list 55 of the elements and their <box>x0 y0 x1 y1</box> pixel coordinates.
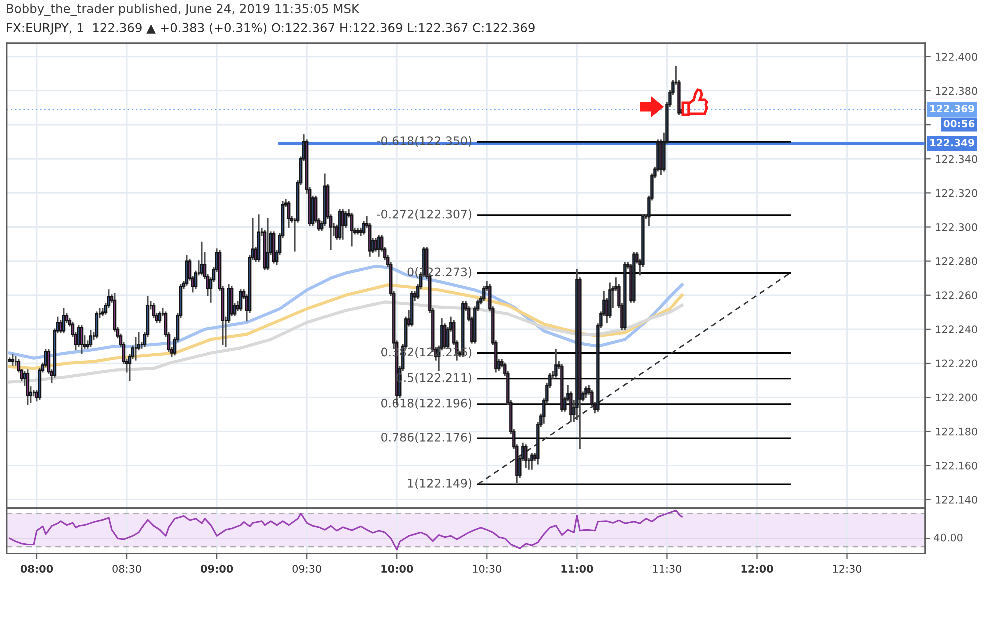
chart-title: Bobby_the_trader published, June 24, 2019 11:35:05 MSK <box>7 4 360 16</box>
candlestick <box>239 290 243 312</box>
candlestick <box>554 349 558 378</box>
y-tick-label: 122.320 <box>936 189 978 198</box>
y-tick-label: 122.240 <box>936 326 978 334</box>
y-tick-label: 122.200 <box>936 394 978 402</box>
y-tick-label: 122.340 <box>936 155 978 164</box>
candlestick <box>378 235 381 257</box>
candlestick <box>185 256 189 286</box>
text: 00:56 <box>944 120 975 128</box>
y-tick-label: 122.180 <box>936 428 978 436</box>
candlestick <box>26 370 30 406</box>
candlestick <box>342 210 345 240</box>
y-tick-label: 122.300 <box>936 223 978 232</box>
candlestick <box>77 325 81 348</box>
candlestick <box>200 242 204 276</box>
y-tick-label: 122.140 <box>936 496 978 504</box>
candlestick <box>89 330 93 348</box>
candlestick <box>288 201 291 228</box>
x-tick-label: 08:00 <box>20 565 54 573</box>
ref-line-label: 122.369 <box>930 105 974 113</box>
y-tick-label: 122.260 <box>936 292 978 300</box>
x-tick-label: 11:30 <box>653 565 682 573</box>
y-tick-label: 122.220 <box>936 360 978 368</box>
y-tick-label: 122.160 <box>936 462 978 470</box>
series-label: 0.618(122.196) <box>382 398 472 410</box>
x-tick-label: 10:00 <box>382 565 414 573</box>
candlestick <box>350 212 354 247</box>
candlestick <box>80 325 84 354</box>
x-tick-label: 12:30 <box>833 565 862 573</box>
line-series <box>8 300 684 384</box>
text: 40.00 <box>934 534 963 542</box>
chart-subtitle: FX:EURJPY, 1 122.369 ▲ +0.383 (+0.31%) O:122.367 H:122.369 L:122.367 C:122.369 <box>7 23 535 35</box>
candlestick <box>266 218 270 271</box>
x-tick-label: 12:00 <box>742 565 774 573</box>
series-label: -0.272(122.307) <box>377 210 472 220</box>
x-tick-label: 11:00 <box>562 565 594 573</box>
line-series <box>8 284 684 370</box>
x-tick-label: 08:30 <box>112 565 142 573</box>
candlestick <box>158 312 162 324</box>
candlestick <box>584 386 588 398</box>
candlestick <box>524 444 528 468</box>
x-tick-label: 10:30 <box>473 565 502 573</box>
y-tick-label: 122.380 <box>936 87 978 96</box>
candlestick <box>95 312 99 339</box>
x-tick-label: 09:00 <box>200 565 234 573</box>
candlestick <box>62 308 66 334</box>
y-tick-label: 122.400 <box>936 53 978 62</box>
series-label: 1(122.149) <box>408 478 472 490</box>
x-tick-label: 09:30 <box>292 565 322 573</box>
y-tick-label: 122.280 <box>936 258 978 266</box>
legend-label: 122.349 <box>930 139 974 147</box>
series-label: 0.786(122.176) <box>382 432 472 444</box>
candlestick <box>11 354 15 366</box>
candlestick <box>530 453 534 470</box>
